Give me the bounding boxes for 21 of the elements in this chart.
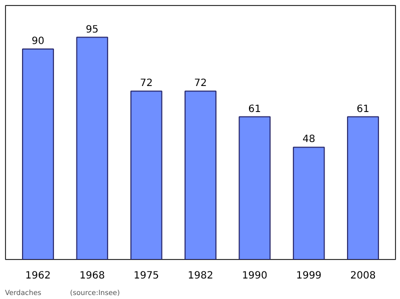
data-label: 72	[140, 78, 153, 90]
data-label: 90	[32, 36, 44, 47]
data-label: 61	[356, 104, 370, 115]
x-tick-label: 1999	[296, 270, 322, 282]
bar	[238, 116, 271, 260]
data-label: 95	[86, 24, 99, 36]
x-tick-label: 2008	[350, 270, 376, 282]
bar	[292, 146, 325, 260]
bar	[347, 116, 379, 260]
x-tick-label: 1990	[242, 270, 268, 282]
data-label: 61	[248, 104, 262, 115]
data-label: 72	[194, 78, 207, 90]
bar	[130, 90, 162, 260]
bar	[76, 36, 108, 260]
x-tick-label: 1975	[134, 270, 160, 282]
bar	[22, 48, 54, 260]
x-tick-label: 1962	[25, 270, 51, 282]
x-tick-label: 1982	[188, 270, 214, 282]
bar	[184, 90, 216, 260]
x-tick-label: 1968	[79, 270, 105, 282]
data-label: 48	[302, 134, 316, 146]
